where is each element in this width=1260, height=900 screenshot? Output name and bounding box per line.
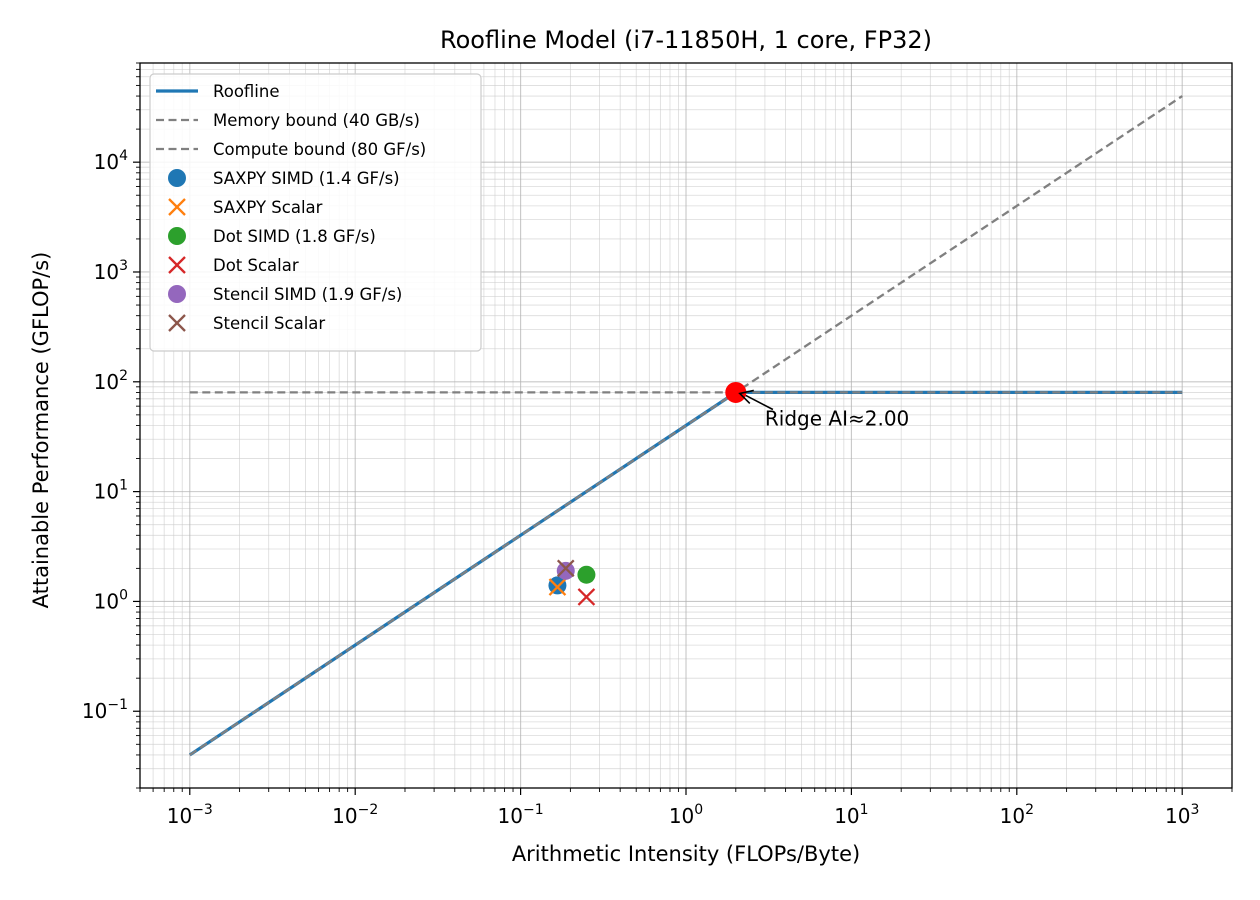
x-marker-stroke: [577, 588, 596, 606]
legend-item-roofline: Roofline: [156, 82, 280, 101]
markers-layer: [548, 381, 747, 606]
legend-label: SAXPY SIMD (1.4 GF/s): [213, 169, 400, 188]
legend-item-compute-bound-80-gf-s: Compute bound (80 GF/s): [156, 140, 426, 159]
x-marker-stroke: [168, 198, 186, 216]
legend-item-dot-scalar: Dot Scalar: [168, 256, 299, 275]
x-marker-stroke: [556, 559, 575, 578]
x-tick-label: 10−1: [498, 802, 544, 828]
legend-swatch: [168, 198, 186, 216]
ridge-point: [725, 381, 747, 403]
annotation-arrow-shaft: [745, 394, 774, 411]
dot-scalar-point: [577, 588, 596, 606]
x-tick-label: 102: [1000, 802, 1034, 828]
x-marker-stroke: [168, 256, 186, 274]
legend-item-dot-simd-1-8-gf-s: Dot SIMD (1.8 GF/s): [168, 227, 376, 246]
legend-label: SAXPY Scalar: [213, 198, 323, 217]
annotation-arrow-head: [738, 389, 754, 405]
ridge-annotation: Ridge AI≈2.00: [738, 389, 909, 431]
y-axis-label: Attainable Performance (GFLOP/s): [29, 252, 53, 609]
x-marker-stroke: [168, 314, 186, 332]
legend-label: Compute bound (80 GF/s): [213, 140, 426, 159]
legend-label: Roofline: [213, 82, 280, 101]
x-tick-label: 10−3: [167, 802, 213, 828]
stencil-scalar-point: [556, 559, 575, 578]
x-marker-stroke: [548, 578, 567, 596]
legend-label: Dot SIMD (1.8 GF/s): [213, 227, 376, 246]
y-tick-label: 101: [94, 478, 128, 504]
x-tick-label: 103: [1165, 802, 1199, 828]
legend-label: Stencil SIMD (1.9 GF/s): [213, 285, 402, 304]
chart-title: Roofline Model (i7-11850H, 1 core, FP32): [440, 26, 932, 54]
legend-item-stencil-scalar: Stencil Scalar: [168, 314, 325, 333]
legend-label: Stencil Scalar: [213, 314, 325, 333]
legend: Roofline Memory bound (40 GB/s) Compute bo…: [149, 73, 482, 352]
stencil-simd-1-9-gf-s-point: [556, 561, 575, 580]
x-tick-label: 101: [834, 802, 868, 828]
x-tick-label: 100: [669, 802, 703, 828]
legend-swatch: [168, 314, 186, 332]
y-tick-label: 102: [94, 368, 128, 394]
memory-bound-40-gb-s-line: [189, 95, 1183, 756]
legend-item-saxpy-simd-1-4-gf-s: SAXPY SIMD (1.4 GF/s): [168, 169, 400, 188]
saxpy-scalar-point: [548, 578, 567, 596]
y-tick-label: 103: [94, 258, 128, 284]
legend-swatch: [168, 256, 186, 274]
x-axis: 10−3 10−2 10−1 100 101 102 103: [139, 788, 1233, 828]
legend-label: Memory bound (40 GB/s): [213, 111, 420, 130]
legend-item-saxpy-scalar: SAXPY Scalar: [168, 198, 323, 217]
y-tick-label: 104: [94, 148, 128, 174]
legend-box: [149, 73, 482, 352]
saxpy-simd-1-4-gf-s-point: [548, 576, 567, 595]
legend-swatch: [168, 169, 186, 187]
legend-item-memory-bound-40-gb-s: Memory bound (40 GB/s): [156, 111, 420, 130]
annotation-text: Ridge AI≈2.00: [765, 407, 909, 431]
legend-swatch: [168, 285, 186, 303]
y-tick-label: 100: [94, 587, 128, 613]
x-axis-label: Arithmetic Intensity (FLOPs/Byte): [512, 842, 860, 866]
legend-swatch: [168, 227, 186, 245]
legend-label: Dot Scalar: [213, 256, 299, 275]
y-axis: 10−1 100 101 102 103 104: [82, 62, 140, 789]
legend-item-stencil-simd-1-9-gf-s: Stencil SIMD (1.9 GF/s): [168, 285, 402, 304]
dot-simd-1-8-gf-s-point: [577, 565, 596, 584]
y-tick-label: 10−1: [82, 697, 128, 723]
x-tick-label: 10−2: [332, 802, 378, 828]
